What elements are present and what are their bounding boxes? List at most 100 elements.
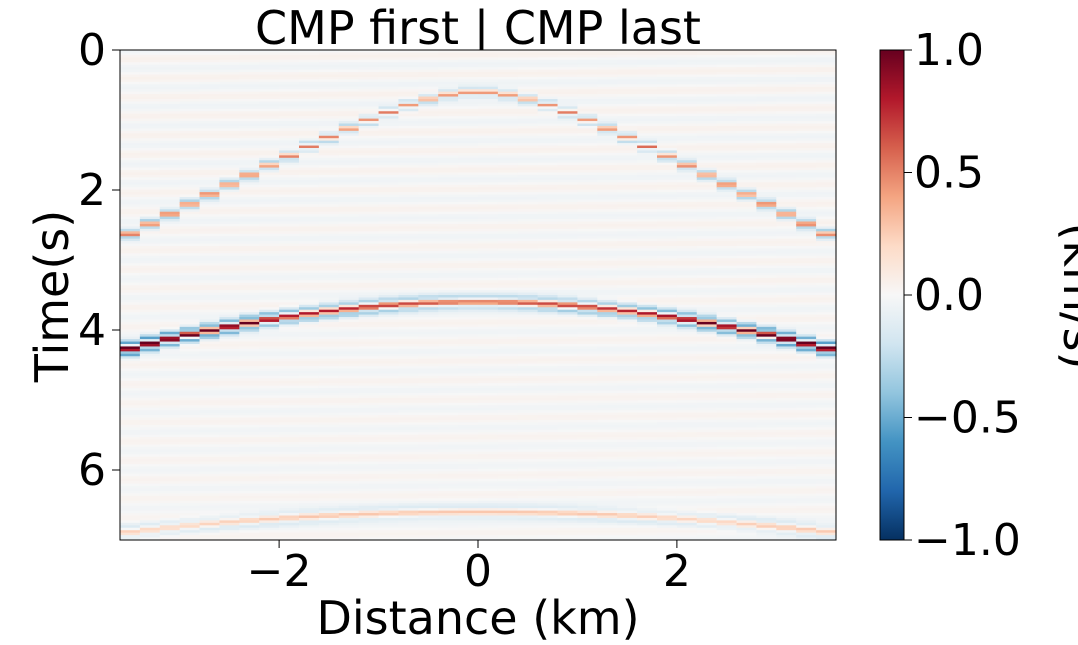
heatmap-cell [139, 231, 161, 235]
heatmap-cell [219, 69, 240, 73]
heatmap-cell [259, 192, 280, 196]
heatmap-cell [458, 179, 479, 183]
heatmap-cell [318, 319, 340, 323]
heatmap-cell [199, 233, 221, 237]
heatmap-cell [219, 434, 240, 438]
heatmap-cell [338, 331, 360, 335]
heatmap-cell [139, 410, 161, 414]
heatmap-cell [338, 253, 360, 257]
heatmap-cell [398, 520, 419, 524]
heatmap-cell [338, 265, 360, 269]
heatmap-cell [358, 319, 380, 323]
heatmap-cell [318, 116, 340, 120]
heatmap-cell [597, 280, 618, 284]
heatmap-cell [418, 464, 439, 468]
heatmap-cell [219, 231, 240, 235]
heatmap-cell [358, 537, 380, 541]
heatmap-cell [478, 334, 499, 338]
heatmap-cell [358, 280, 380, 284]
heatmap-cell [537, 241, 559, 245]
heatmap-cell [139, 79, 161, 83]
heatmap-cell [199, 488, 221, 492]
heatmap-cell [458, 473, 479, 477]
heatmap-cell [557, 503, 579, 507]
heatmap-cell [398, 486, 419, 490]
heatmap-cell [299, 361, 320, 365]
heatmap-cell [378, 157, 400, 161]
heatmap-cell [537, 243, 559, 247]
heatmap-cell [497, 368, 519, 372]
heatmap-cell [199, 326, 221, 330]
heatmap-cell [120, 52, 141, 56]
heatmap-cell [239, 500, 260, 504]
heatmap-cell [259, 128, 280, 132]
heatmap-cell [478, 400, 499, 404]
heatmap-cell [219, 228, 240, 232]
heatmap-cell [159, 481, 181, 485]
heatmap-cell [259, 292, 280, 296]
heatmap-cell [259, 419, 280, 423]
heatmap-cell [458, 522, 479, 526]
heatmap-cell [179, 52, 201, 56]
heatmap-cell [438, 214, 459, 218]
heatmap-cell [239, 145, 260, 149]
heatmap-cell [120, 123, 141, 127]
heatmap-cell [318, 258, 340, 262]
heatmap-cell [597, 346, 618, 350]
heatmap-cell [318, 309, 340, 313]
heatmap-cell [139, 500, 161, 504]
heatmap-cell [219, 152, 240, 156]
heatmap-cell [398, 101, 419, 105]
heatmap-cell [338, 535, 360, 539]
heatmap-cell [438, 429, 459, 433]
heatmap-cell [139, 407, 161, 411]
heatmap-cell [358, 295, 380, 299]
heatmap-cell [398, 79, 419, 83]
heatmap-cell [478, 211, 499, 215]
heatmap-cell [458, 363, 479, 367]
heatmap-cell [139, 346, 161, 350]
heatmap-cell [219, 422, 240, 426]
heatmap-cell [279, 113, 300, 117]
heatmap-cell [299, 363, 320, 367]
heatmap-cell [418, 206, 439, 210]
heatmap-cell [338, 172, 360, 176]
heatmap-cell [458, 106, 479, 110]
heatmap-cell [557, 86, 579, 90]
heatmap-cell [577, 255, 598, 259]
heatmap-cell [159, 96, 181, 100]
heatmap-cell [398, 91, 419, 95]
heatmap-cell [139, 140, 161, 144]
heatmap-cell [199, 263, 221, 267]
heatmap-cell [338, 140, 360, 144]
heatmap-cell [497, 228, 519, 232]
heatmap-cell [239, 214, 260, 218]
heatmap-cell [597, 513, 618, 517]
heatmap-cell [537, 383, 559, 387]
heatmap-cell [497, 140, 519, 144]
heatmap-cell [438, 123, 459, 127]
heatmap-cell [219, 503, 240, 507]
heatmap-cell [139, 532, 161, 536]
heatmap-cell [358, 260, 380, 264]
heatmap-cell [239, 483, 260, 487]
heatmap-cell [338, 336, 360, 340]
heatmap-cell [398, 442, 419, 446]
heatmap-cell [299, 429, 320, 433]
heatmap-cell [478, 451, 499, 455]
heatmap-cell [139, 390, 161, 394]
heatmap-cell [179, 319, 201, 323]
heatmap-cell [478, 150, 499, 154]
heatmap-cell [458, 118, 479, 122]
heatmap-cell [418, 334, 439, 338]
heatmap-cell [378, 461, 400, 465]
heatmap-cell [219, 498, 240, 502]
heatmap-cell [318, 94, 340, 98]
heatmap-cell [338, 84, 360, 88]
heatmap-cell [557, 491, 579, 495]
heatmap-cell [338, 334, 360, 338]
heatmap-cell [139, 253, 161, 257]
heatmap-cell [159, 517, 181, 521]
heatmap-cell [438, 143, 459, 147]
heatmap-cell [378, 280, 400, 284]
